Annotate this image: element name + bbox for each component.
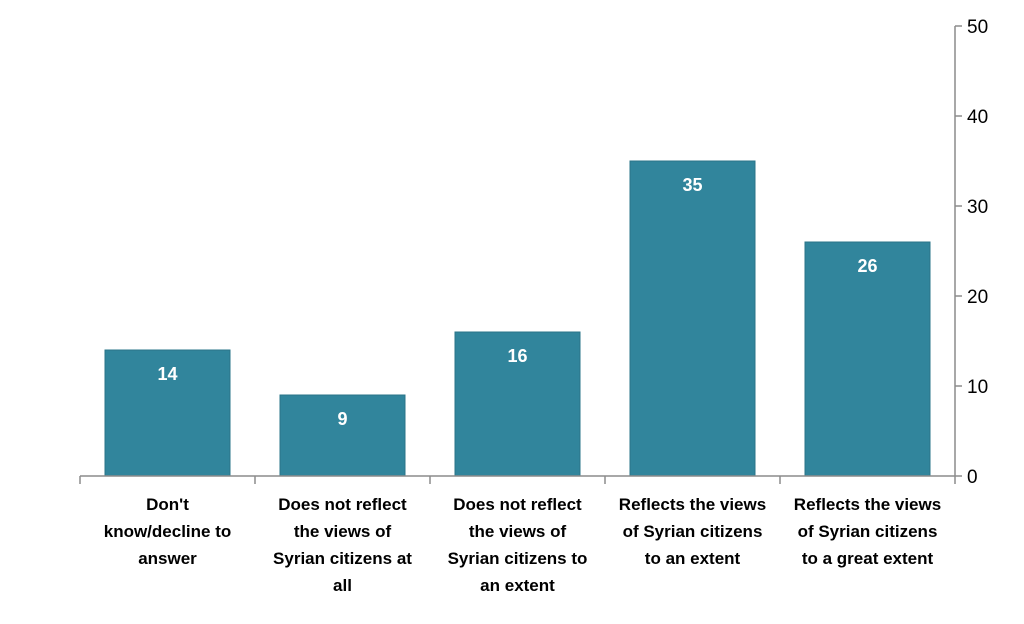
category-label-4: Reflects the views of Syrian citizens to a… — [619, 495, 766, 568]
bar-value-label-4: 35 — [682, 175, 702, 195]
bar-value-label-3: 16 — [507, 346, 527, 366]
bar-3 — [454, 331, 581, 477]
axes-group: 0 10 20 30 40 50 — [79, 17, 988, 488]
bar-2 — [279, 394, 406, 477]
bar-value-label-5: 26 — [857, 256, 877, 276]
y-tick-label-3: 30 — [967, 197, 988, 218]
bar-value-label-2: 9 — [337, 409, 347, 429]
bar-1 — [104, 349, 231, 477]
bars-group — [104, 160, 931, 477]
category-label-2: Does not reflect the views of Syrian citiz… — [273, 495, 412, 595]
category-label-3: Does not reflect the views of Syrian citiz… — [448, 495, 588, 595]
bar-5 — [804, 241, 931, 477]
category-label-5: Reflects the views of Syrian citizens to a… — [794, 495, 941, 568]
category-label-1: Don't know/decline to answer — [104, 495, 232, 568]
bar-value-label-1: 14 — [157, 364, 177, 384]
y-tick-label-5: 50 — [967, 17, 988, 38]
y-tick-label-2: 20 — [967, 287, 988, 308]
y-tick-label-1: 10 — [967, 377, 988, 398]
bar-labels-group: 14 9 16 35 26 — [157, 175, 877, 429]
bar-4 — [629, 160, 756, 477]
category-labels-group: Don't know/decline to answer Does not refle… — [104, 495, 941, 595]
y-tick-label-0: 0 — [967, 467, 978, 488]
y-tick-label-4: 40 — [967, 107, 988, 128]
